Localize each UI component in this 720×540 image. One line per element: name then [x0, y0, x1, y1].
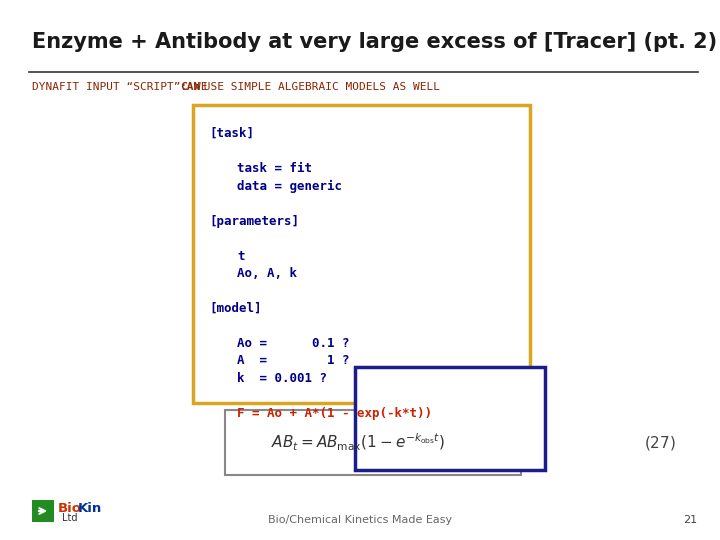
Text: Ltd: Ltd	[62, 513, 78, 523]
Text: Kin: Kin	[78, 502, 102, 515]
Text: Ao =      0.1 ?: Ao = 0.1 ?	[237, 337, 349, 350]
Bar	[193, 105, 530, 403]
Bar	[32, 500, 54, 522]
Text: DYNAFIT INPUT “SCRIPT”: WE: DYNAFIT INPUT “SCRIPT”: WE	[32, 82, 215, 92]
Text: [task]: [task]	[209, 127, 254, 140]
Text: 21: 21	[683, 515, 697, 525]
Text: Enzyme + Antibody at very large excess of [Tracer] (pt. 2): Enzyme + Antibody at very large excess o…	[32, 32, 717, 52]
Text: t: t	[237, 249, 245, 262]
Text: CAN: CAN	[181, 82, 201, 92]
Bar	[355, 367, 545, 470]
Text: task = fit: task = fit	[237, 162, 312, 175]
Text: F = Ao + A*(1 - exp(-k*t)): F = Ao + A*(1 - exp(-k*t))	[237, 407, 432, 420]
Text: A  =        1 ?: A = 1 ?	[237, 354, 349, 368]
Text: [parameters]: [parameters]	[209, 214, 299, 227]
Text: $(27)$: $(27)$	[644, 434, 676, 451]
Text: data = generic: data = generic	[237, 179, 342, 193]
Text: USE SIMPLE ALGEBRAIC MODELS AS WELL: USE SIMPLE ALGEBRAIC MODELS AS WELL	[197, 82, 440, 92]
Text: Bio/Chemical Kinetics Made Easy: Bio/Chemical Kinetics Made Easy	[268, 515, 452, 525]
Text: Bio: Bio	[58, 502, 82, 515]
Text: k  = 0.001 ?: k = 0.001 ?	[237, 372, 327, 385]
Bar	[225, 410, 521, 475]
Text: [model]: [model]	[209, 302, 261, 315]
Text: Ao, A, k: Ao, A, k	[237, 267, 297, 280]
Text: $AB_t = AB_{\mathrm{max}}\left(1 - e^{-k_{\mathrm{obs}}t}\right)$: $AB_t = AB_{\mathrm{max}}\left(1 - e^{-k…	[271, 432, 445, 453]
